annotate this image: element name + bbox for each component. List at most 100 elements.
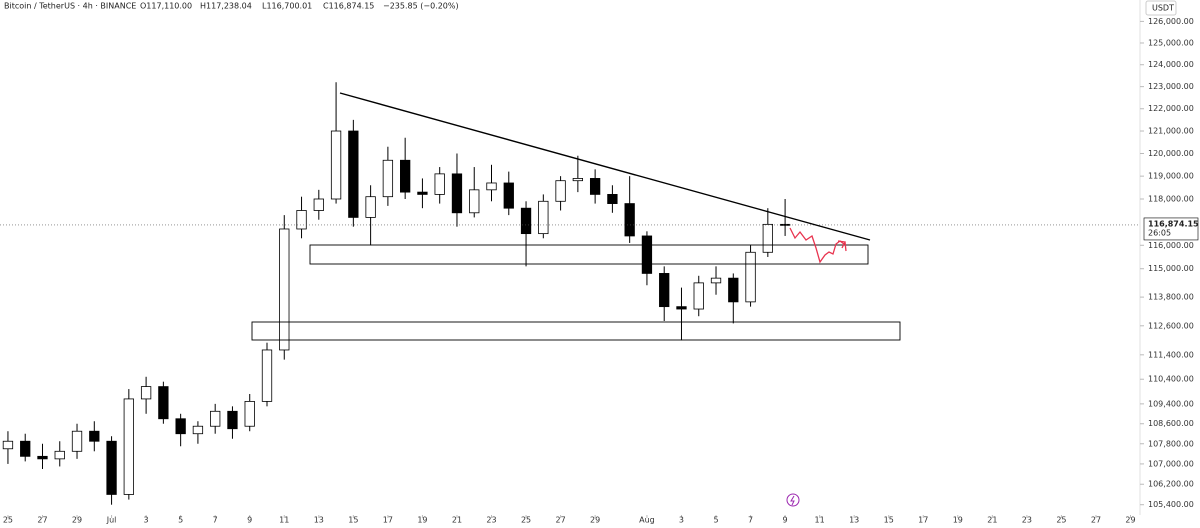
candle-body: [158, 386, 169, 420]
y-tick-label: 126,000.00: [1148, 17, 1194, 26]
last-price-box: [1143, 217, 1199, 241]
candle-body: [330, 130, 342, 200]
candle-body: [54, 450, 65, 460]
candle-body: [641, 235, 653, 274]
candle-body: [365, 196, 376, 218]
y-tick-label: 124,000.00: [1148, 60, 1194, 69]
candle-body: [20, 440, 31, 457]
x-tick-label: 27: [1091, 516, 1101, 525]
x-tick-label: 23: [486, 516, 496, 525]
y-tick-label: 121,000.00: [1148, 127, 1194, 136]
candle-body: [175, 418, 186, 435]
x-tick-label: 11: [815, 516, 825, 525]
x-tick-label: 17: [918, 516, 928, 525]
candle-body: [400, 159, 411, 193]
y-tick-label: 122,000.00: [1148, 104, 1194, 113]
x-tick-label: 3: [144, 516, 149, 525]
candle-body: [244, 400, 255, 427]
candle-body: [296, 210, 307, 230]
candle-body: [693, 282, 704, 310]
candle-body: [486, 182, 497, 191]
y-tick-label: 120,000.00: [1148, 149, 1194, 158]
candle-body: [261, 349, 273, 402]
y-tick-label: 112,600.00: [1148, 321, 1194, 330]
candle-body: [417, 191, 428, 195]
x-tick-label: 9: [247, 516, 252, 525]
candle-body: [762, 223, 773, 253]
x-tick-label: 25: [521, 516, 531, 525]
candle-body: [469, 189, 480, 214]
projection-arrow: [837, 240, 847, 252]
y-tick-label: 113,800.00: [1148, 293, 1194, 302]
x-tick-label: 5: [178, 516, 183, 525]
candle-body: [710, 277, 722, 284]
candle-body: [538, 200, 549, 235]
header: Bitcoin / TetherUS · 4h · BINANCE O117,1…: [4, 2, 459, 11]
ohlc-high: H117,238.04: [200, 2, 252, 11]
currency: USDT: [1152, 4, 1174, 13]
x-tick-label: 27: [37, 516, 47, 525]
candle-body: [555, 180, 566, 202]
y-tick-label: 125,000.00: [1148, 38, 1194, 47]
x-tick-label: 19: [417, 516, 427, 525]
y-tick-label: 111,400.00: [1148, 350, 1194, 359]
candle-body: [37, 455, 48, 460]
candle-body: [210, 410, 221, 427]
x-tick-label: 9: [783, 516, 788, 525]
events-bolt: [790, 495, 795, 506]
candle-body: [624, 203, 635, 237]
candle-body: [106, 440, 117, 495]
candle-body: [503, 182, 514, 209]
candle-body: [227, 410, 238, 430]
candle-body: [589, 178, 601, 195]
candle-body: [572, 178, 584, 182]
ohlc-low: L116,700.01: [262, 2, 312, 11]
y-tick-label: 107,800.00: [1148, 439, 1194, 448]
x-tick-label: 15: [884, 516, 894, 525]
x-tick-label: 11: [279, 516, 289, 525]
trend-line: [339, 92, 871, 241]
x-tick-label: 21: [987, 516, 997, 525]
candle-body: [676, 306, 687, 310]
y-tick-label: 123,000.00: [1148, 82, 1194, 91]
candle-body: [279, 228, 290, 351]
y-tick-label: 106,200.00: [1148, 480, 1194, 489]
symbol: Bitcoin / TetherUS · 4h · BINANCE: [4, 2, 136, 11]
ohlc-close: C116,874.15: [323, 2, 374, 11]
x-tick-label: Jul: [106, 516, 117, 525]
ohlc-open: O117,110.00: [140, 2, 192, 11]
x-tick-label: 7: [748, 516, 753, 525]
y-tick-label: 110,400.00: [1148, 375, 1194, 384]
y-tick-label: 115,000.00: [1148, 264, 1194, 273]
events-icon[interactable]: [786, 493, 800, 507]
y-tick-label: 116,000.00: [1148, 241, 1194, 250]
y-tick-label: 119,000.00: [1148, 172, 1194, 181]
x-tick-label: Aug: [639, 516, 655, 525]
x-tick-label: 19: [953, 516, 963, 525]
y-tick-label: 118,000.00: [1148, 194, 1194, 203]
candle-body: [745, 251, 756, 303]
x-tick-label: 25: [3, 516, 13, 525]
y-tick-label: 108,600.00: [1148, 419, 1194, 428]
x-tick-label: 25: [1056, 516, 1066, 525]
x-tick-label: 29: [72, 516, 82, 525]
x-tick-label: 27: [555, 516, 565, 525]
candle-body: [659, 273, 670, 308]
x-tick-label: 21: [452, 516, 462, 525]
candle-body: [313, 198, 324, 211]
candle-body: [71, 430, 83, 452]
candle-body: [123, 398, 134, 495]
candle-body: [779, 223, 791, 226]
candle-body: [520, 207, 532, 235]
last-price-label: 116,874.15: [1148, 219, 1199, 228]
candle-body: [348, 130, 359, 218]
x-tick-label: 29: [590, 516, 600, 525]
candle-body: [451, 173, 463, 214]
x-tick-label: 23: [1022, 516, 1032, 525]
change: −235.85 (−0.20%): [383, 2, 459, 11]
candle-body: [89, 430, 100, 442]
x-tick-label: 13: [849, 516, 859, 525]
projection-path: [789, 227, 845, 264]
currency-box[interactable]: [1145, 0, 1177, 16]
